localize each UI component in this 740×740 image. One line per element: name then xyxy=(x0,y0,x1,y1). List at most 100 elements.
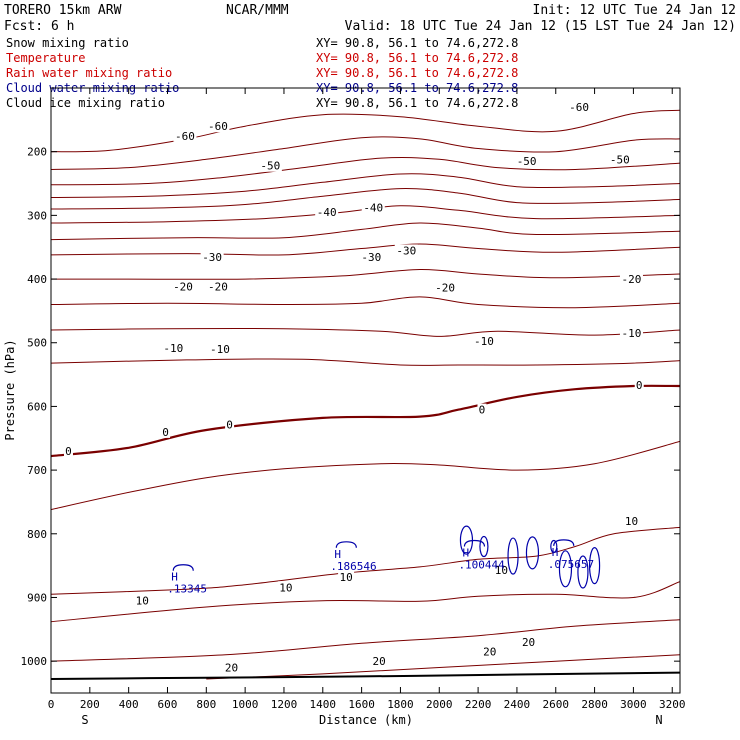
model-title: TORERO 15km ARW xyxy=(4,3,122,18)
cloud-water-contour xyxy=(459,525,474,555)
contour-label: -30 xyxy=(202,251,222,264)
cloud-water-contour xyxy=(550,539,558,554)
contour-label: -50 xyxy=(517,155,537,168)
contour-label: -10 xyxy=(210,343,230,356)
contour-label-bg xyxy=(433,281,457,294)
contour-label-bg xyxy=(173,129,197,142)
x-tick-label: 2800 xyxy=(581,698,608,711)
x-tick-label: 200 xyxy=(80,698,100,711)
contour-label-bg xyxy=(161,425,171,438)
contour-label-bg xyxy=(619,327,643,340)
legend-label: Snow mixing ratio xyxy=(6,36,129,50)
y-tick-label: 1000 xyxy=(21,655,48,668)
contour-label: -20 xyxy=(622,273,642,286)
x-tick-label: 2000 xyxy=(426,698,453,711)
contour-label-bg xyxy=(567,101,591,114)
cloud-water-contour xyxy=(577,555,589,589)
contour-label-bg xyxy=(315,206,339,219)
cloud-water-contour xyxy=(558,550,573,588)
contour-label: 0 xyxy=(65,445,72,458)
x-tick-label: 3200 xyxy=(659,698,686,711)
y-tick-label: 300 xyxy=(27,209,47,222)
contour-label-bg xyxy=(134,594,151,607)
forecast-hour: Fcst: 6 h xyxy=(4,19,74,34)
contour-label: -10 xyxy=(163,342,183,355)
contour-label: 20 xyxy=(225,662,238,675)
cloud-water-contour xyxy=(479,535,489,558)
plot-frame xyxy=(50,87,681,694)
x-tick-label: 1400 xyxy=(310,698,337,711)
temperature-contour-m40 xyxy=(51,188,680,210)
contour-label-bg xyxy=(258,159,282,172)
contour-label-bg xyxy=(481,645,498,658)
cloud-water-contour xyxy=(172,564,194,571)
legend-xy: XY= 90.8, 56.1 to 74.6,272.8 xyxy=(316,51,518,65)
contour-label-bg xyxy=(206,280,230,293)
contour-label: 10 xyxy=(339,571,352,584)
x-tick-label: 1000 xyxy=(232,698,259,711)
contour-label: -30 xyxy=(361,251,381,264)
x-tick-label: 1200 xyxy=(271,698,298,711)
contour-label-bg xyxy=(515,155,539,168)
x-end-label-right: N xyxy=(655,713,662,727)
contour-label: 0 xyxy=(636,379,643,392)
temperature-contour-5 xyxy=(51,440,680,511)
cloud-max-value: .100444 xyxy=(458,559,505,572)
contour-label-bg xyxy=(520,636,537,649)
legend-xy: XY= 90.8, 56.1 to 74.6,272.8 xyxy=(316,36,518,50)
temperature-contour-m50 xyxy=(51,156,680,186)
x-axis-title: Distance (km) xyxy=(319,713,413,727)
contour-label-bg xyxy=(161,341,185,354)
temperature-contour-25 xyxy=(206,654,680,680)
x-tick-label: 2200 xyxy=(465,698,492,711)
cloud-max-value: .13345 xyxy=(167,583,207,596)
contour-layer: -60 -60 -60 -50 -50 -50 -40 -40 -30 -30 -30 -20 -20 -… xyxy=(51,101,680,680)
contour-label-bg xyxy=(225,418,235,431)
cloud-water-contour xyxy=(588,547,601,585)
x-end-label-left: S xyxy=(81,713,88,727)
contour-label-bg xyxy=(361,201,385,214)
contour-label: -10 xyxy=(474,335,494,348)
temperature-contour-m15 xyxy=(51,296,680,309)
contour-label: -30 xyxy=(396,244,416,257)
x-tick-label: 1800 xyxy=(387,698,414,711)
contour-label: 0 xyxy=(226,418,233,431)
contour-label-bg xyxy=(63,445,73,457)
contour-label: -20 xyxy=(435,281,455,294)
cloud-max-marker: H xyxy=(171,571,178,584)
plot-area: -60 -60 -60 -50 -50 -50 -40 -40 -30 -30 -30 -20 -20 -… xyxy=(21,87,686,711)
y-tick-label: 800 xyxy=(27,528,47,541)
temperature-contour-m10 xyxy=(51,327,680,337)
contour-label: 10 xyxy=(625,515,638,528)
cloud-water-contour xyxy=(525,536,540,570)
y-tick-label: 400 xyxy=(27,273,47,286)
cloud-water-contour xyxy=(553,539,575,546)
contour-label: 20 xyxy=(483,646,496,659)
legend-label: Cloud ice mixing ratio xyxy=(6,96,165,110)
legend-label: Rain water mixing ratio xyxy=(6,66,172,80)
contour-label-bg xyxy=(277,581,294,594)
contour-label-bg xyxy=(634,378,644,391)
legend: Snow mixing ratio XY= 90.8, 56.1 to 74.6… xyxy=(6,36,518,110)
x-tick-label: 800 xyxy=(196,698,216,711)
y-tick-label: 200 xyxy=(27,146,47,159)
legend-label: Temperature xyxy=(6,51,85,65)
init-time: Init: 12 UTC Tue 24 Jan 12 xyxy=(533,3,737,18)
cloud-max-value: .186546 xyxy=(330,560,376,573)
temperature-contour-m25 xyxy=(51,243,680,256)
contour-label: -40 xyxy=(317,206,337,219)
center-title: NCAR/MMM xyxy=(226,3,289,18)
contour-label: -10 xyxy=(622,327,642,340)
x-tick-label: 3000 xyxy=(620,698,647,711)
contour-label: 10 xyxy=(279,581,292,594)
contour-label-bg xyxy=(223,661,240,674)
contour-label-bg xyxy=(371,655,388,668)
contour-label: -60 xyxy=(175,130,195,143)
contour-label: -20 xyxy=(208,281,228,294)
x-tick-label: 0 xyxy=(48,698,55,711)
contour-label-bg xyxy=(338,571,355,584)
contour-label: -40 xyxy=(363,202,383,215)
legend-xy: XY= 90.8, 56.1 to 74.6,272.8 xyxy=(316,66,518,80)
cloud-water-contour xyxy=(463,539,486,547)
